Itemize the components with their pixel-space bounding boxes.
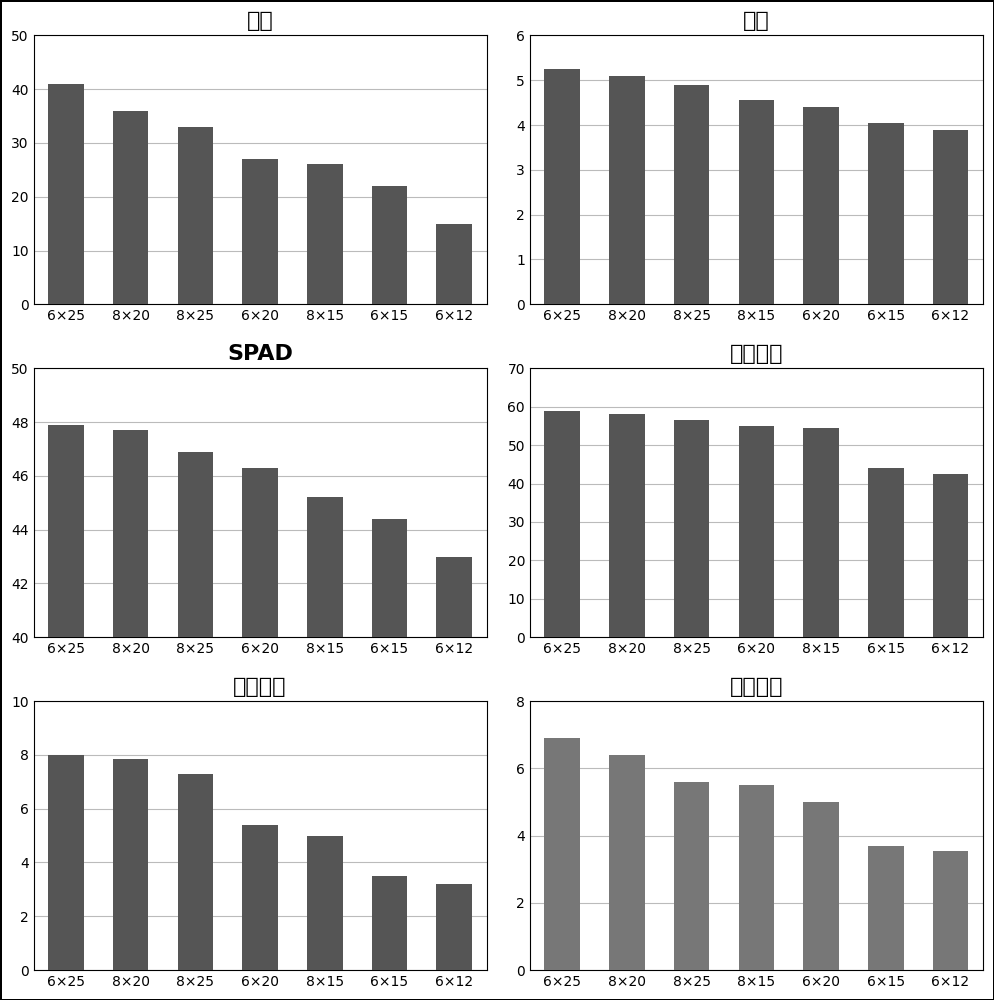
Bar (868, 846, 904, 970)
Bar (932, 130, 968, 304)
Title: 苗高: 苗高 (247, 11, 273, 31)
Title: 地径: 地径 (744, 11, 769, 31)
Bar (739, 100, 774, 304)
Bar (307, 836, 343, 970)
Bar (868, 468, 904, 637)
Bar (48, 755, 83, 970)
Bar (803, 107, 839, 304)
Bar (243, 825, 278, 970)
Bar (609, 414, 645, 637)
Bar (243, 468, 278, 1000)
Bar (178, 774, 213, 970)
Bar (545, 411, 580, 637)
Bar (307, 164, 343, 304)
Title: 单叶面积: 单叶面积 (730, 344, 783, 364)
Bar (609, 76, 645, 304)
Bar (803, 428, 839, 637)
Bar (307, 497, 343, 1000)
Bar (372, 186, 408, 304)
Bar (178, 452, 213, 1000)
Title: SPAD: SPAD (228, 344, 293, 364)
Title: 地下干重: 地下干重 (730, 677, 783, 697)
Bar (372, 519, 408, 1000)
Bar (545, 69, 580, 304)
Bar (48, 84, 83, 304)
Bar (48, 425, 83, 1000)
Bar (932, 474, 968, 637)
Bar (674, 420, 710, 637)
Bar (609, 755, 645, 970)
Bar (932, 851, 968, 970)
Bar (113, 111, 148, 304)
Bar (436, 557, 472, 1000)
Bar (113, 759, 148, 970)
Bar (436, 224, 472, 304)
Bar (545, 738, 580, 970)
Bar (436, 884, 472, 970)
Bar (178, 127, 213, 304)
Bar (739, 785, 774, 970)
Bar (372, 876, 408, 970)
Bar (739, 426, 774, 637)
Bar (674, 85, 710, 304)
Bar (803, 802, 839, 970)
Title: 地上干重: 地上干重 (234, 677, 287, 697)
Bar (243, 159, 278, 304)
Bar (113, 430, 148, 1000)
Bar (674, 782, 710, 970)
Bar (868, 123, 904, 304)
